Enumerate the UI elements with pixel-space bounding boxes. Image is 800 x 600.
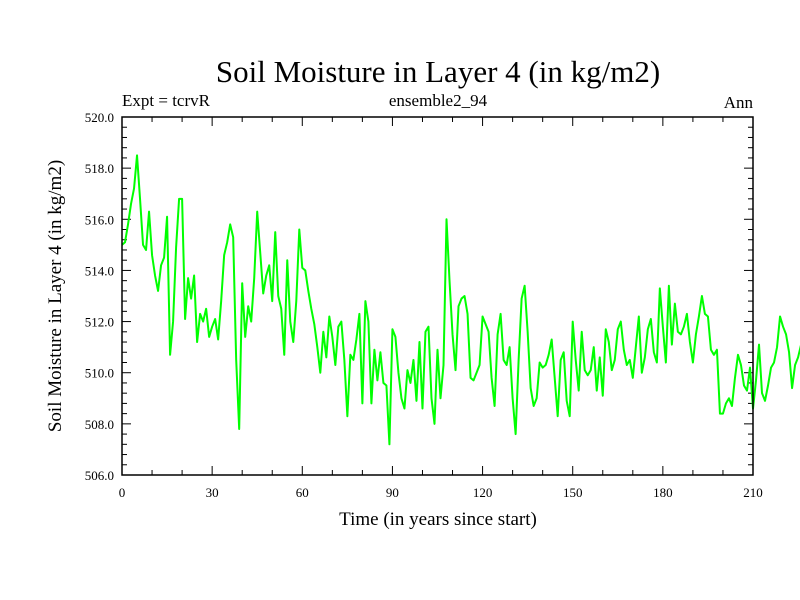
period-label: Ann — [724, 93, 754, 112]
x-tick-label: 60 — [296, 485, 309, 500]
y-tick-label: 512.0 — [85, 315, 114, 330]
axis-ticks — [121, 116, 754, 476]
x-tick-label: 90 — [386, 485, 399, 500]
y-tick-label: 518.0 — [85, 161, 114, 176]
y-tick-label: 508.0 — [85, 417, 114, 432]
experiment-label: Expt = tcrvR — [122, 91, 211, 110]
x-tick-label: 180 — [653, 485, 673, 500]
y-tick-labels: 506.0 508.0 510.0 512.0 514.0 516.0 518.0 520.0 — [85, 110, 114, 483]
ensemble-label: ensemble2_94 — [389, 91, 488, 110]
y-tick-label: 516.0 — [85, 212, 114, 227]
y-tick-label: 514.0 — [85, 263, 114, 278]
x-axis-label: Time (in years since start) — [339, 509, 537, 530]
y-axis-label: Soil Moisture in Layer 4 (in kg/m2) — [45, 160, 66, 432]
x-tick-labels: 0 30 60 90 120 150 180 210 — [119, 485, 763, 500]
x-tick-label: 0 — [119, 485, 126, 500]
chart-title: Soil Moisture in Layer 4 (in kg/m2) — [216, 54, 660, 89]
x-tick-label: 150 — [563, 485, 583, 500]
x-tick-label: 30 — [206, 485, 219, 500]
y-tick-label: 520.0 — [85, 110, 114, 125]
series-line — [121, 154, 800, 446]
x-tick-label: 120 — [473, 485, 493, 500]
y-tick-label: 506.0 — [85, 468, 114, 483]
y-tick-label: 510.0 — [85, 366, 114, 381]
plot-frame — [121, 116, 754, 476]
x-tick-label: 210 — [743, 485, 763, 500]
